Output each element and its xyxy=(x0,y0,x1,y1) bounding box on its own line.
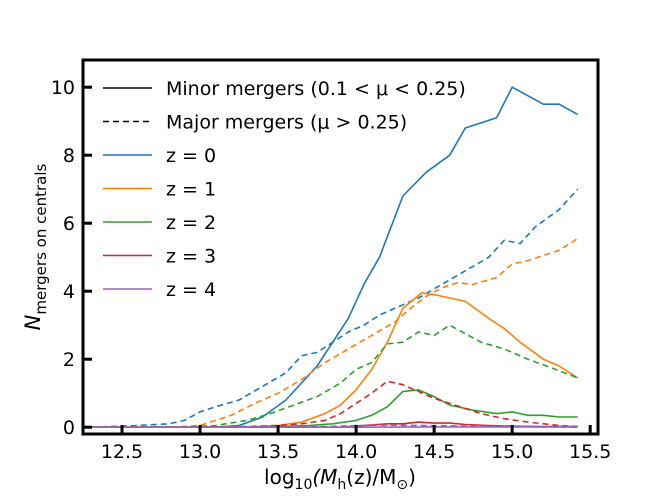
legend: Minor mergers (0.1 < μ < 0.25) Major merg… xyxy=(103,78,466,301)
series-line-z1-major xyxy=(90,237,579,429)
y-label-sub: mergers on centrals xyxy=(32,164,50,315)
x-label-close: ) xyxy=(408,465,416,489)
x-tick-label: 15.5 xyxy=(569,441,611,463)
x-label-log-base: 10 xyxy=(295,477,313,493)
x-tick-label: 14.5 xyxy=(413,441,455,463)
legend-label: z = 4 xyxy=(166,279,216,301)
x-tick-label: 15.0 xyxy=(491,441,533,463)
series-line-z3-major xyxy=(90,380,578,429)
legend-label: Minor mergers (0.1 < μ < 0.25) xyxy=(166,78,466,100)
series-line-z2-minor xyxy=(90,388,578,429)
legend-label: z = 0 xyxy=(166,145,216,167)
legend-label: z = 1 xyxy=(166,179,216,201)
legend-label: z = 2 xyxy=(166,212,216,234)
y-tick-label: 4 xyxy=(63,281,75,303)
x-label-log: log xyxy=(264,465,295,489)
x-tick-label: 13.0 xyxy=(179,441,221,463)
y-tick-label: 6 xyxy=(63,213,75,235)
series-line-z0-major xyxy=(90,188,579,428)
plot-frame xyxy=(81,58,600,436)
legend-label: Major mergers (μ > 0.25) xyxy=(166,112,407,134)
series-line-z0-minor xyxy=(90,86,579,429)
y-tick-label: 2 xyxy=(63,349,75,371)
y-label-n: N xyxy=(21,314,45,330)
y-axis-label: Nmergers on centrals xyxy=(21,164,50,331)
x-tick-label: 13.5 xyxy=(257,441,299,463)
y-axis: 0 2 4 6 8 10 xyxy=(51,77,92,439)
x-tick-label: 12.5 xyxy=(101,441,143,463)
series-line-z2-major xyxy=(90,324,578,429)
x-label-sun-sub: ⊙ xyxy=(396,477,408,493)
y-tick-label: 10 xyxy=(51,77,75,99)
x-axis: 12.5 13.0 13.5 14.0 14.5 15.0 15.5 xyxy=(101,425,611,463)
x-axis-label: log10(Mh(z)/M⊙) xyxy=(264,465,416,493)
x-label-h-sub: h xyxy=(337,477,346,493)
series-layer xyxy=(90,86,579,429)
y-tick-label: 8 xyxy=(63,145,75,167)
x-label-mid: (z)/M xyxy=(346,465,396,489)
y-tick-label: 0 xyxy=(63,417,75,439)
x-tick-label: 14.0 xyxy=(335,441,377,463)
x-label-paren-m: (M xyxy=(312,465,337,489)
legend-label: z = 3 xyxy=(166,246,216,268)
series-line-z4-major xyxy=(90,424,578,429)
